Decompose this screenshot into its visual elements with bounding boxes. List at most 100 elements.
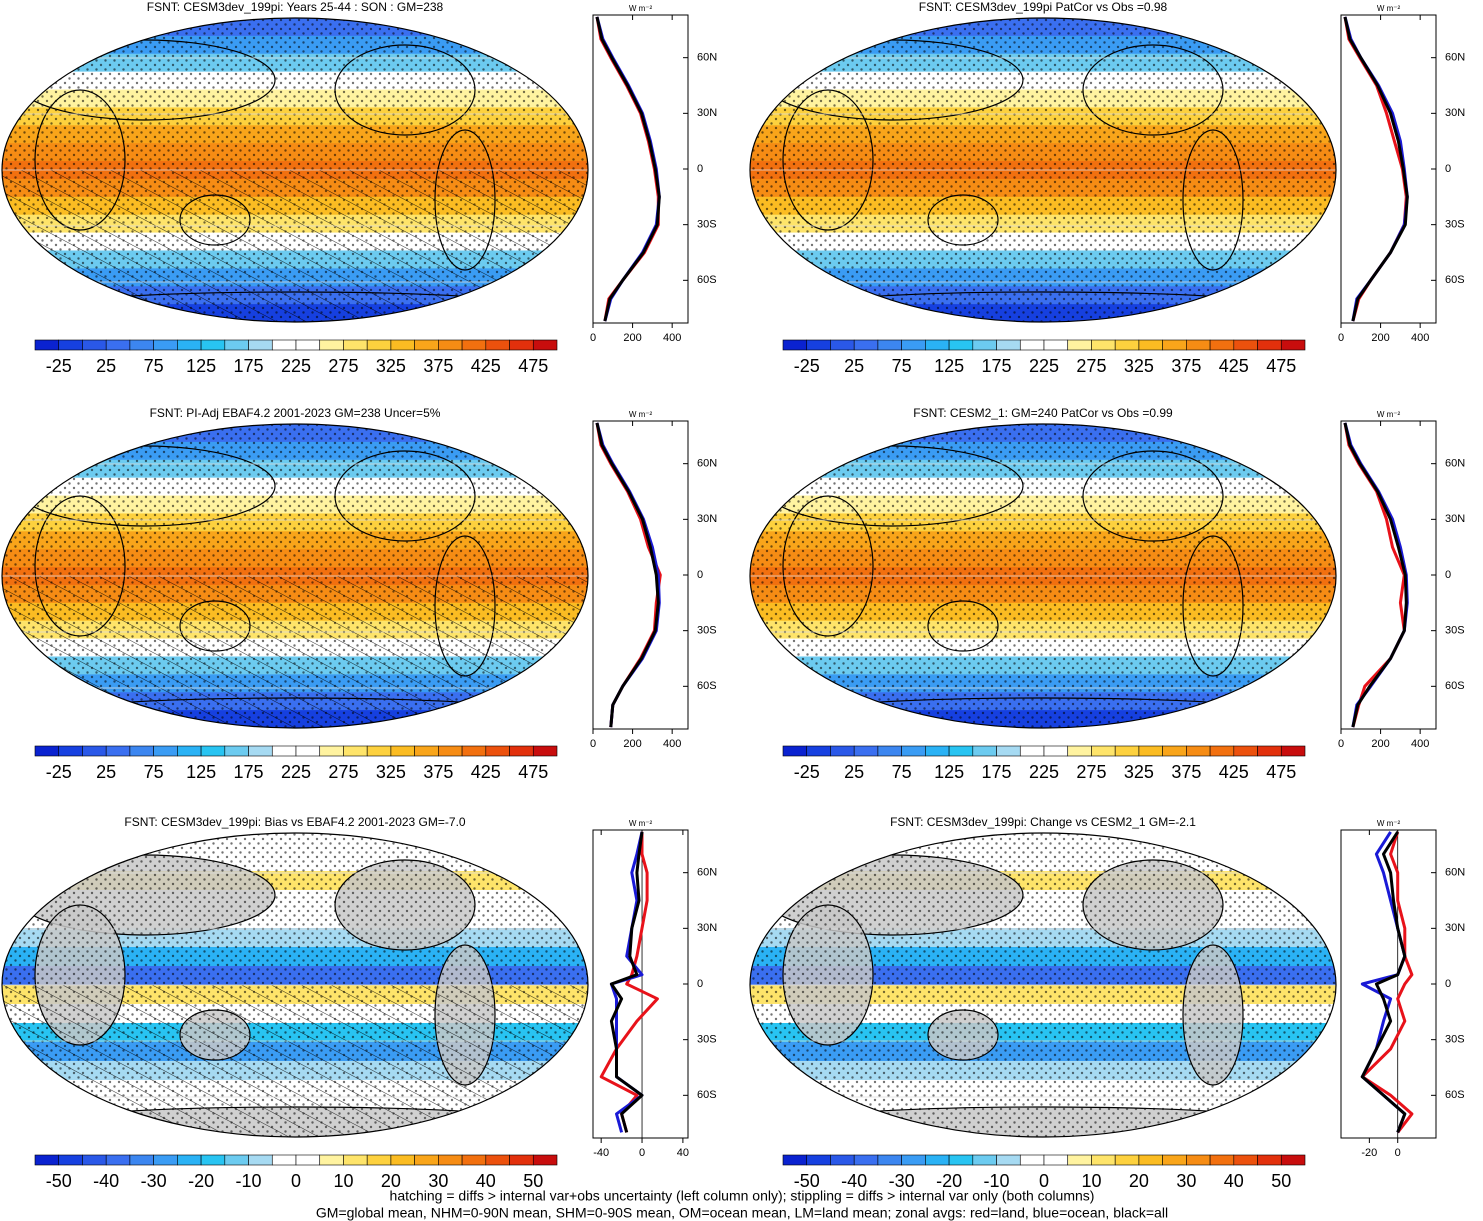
colorbar-box xyxy=(1043,339,1069,351)
colorbar-box xyxy=(1067,745,1092,757)
colorbar-box xyxy=(1162,745,1187,757)
colorbar-label: 20 xyxy=(1129,1171,1149,1191)
colorbar-box xyxy=(271,339,297,351)
y-tick-label: 60N xyxy=(1445,52,1465,64)
colorbar-box xyxy=(948,339,974,351)
colorbar-box xyxy=(319,745,344,757)
colorbar-label: -20 xyxy=(188,1171,214,1191)
colorbar-label: 375 xyxy=(423,762,453,782)
colorbar-box xyxy=(901,339,926,351)
colorbar-box xyxy=(438,339,463,351)
colorbar-box xyxy=(877,1154,902,1166)
y-tick-label: 30N xyxy=(697,513,717,525)
colorbar-box xyxy=(1019,745,1045,757)
x-tick-label: 40 xyxy=(677,1147,689,1159)
colorbar-box xyxy=(58,745,83,757)
colorbar-box xyxy=(1209,745,1235,757)
colorbar-label: 325 xyxy=(1124,762,1154,782)
y-tick-label: 0 xyxy=(1445,569,1451,581)
colorbar-label: 50 xyxy=(523,1171,543,1191)
colorbar-box xyxy=(509,745,534,757)
colorbar-box xyxy=(1233,745,1258,757)
zonal-line xyxy=(595,422,661,728)
footer-line: GM=global mean, NHM=0-90N mean, SHM=0-90… xyxy=(316,1205,1168,1221)
colorbar-label: 40 xyxy=(1224,1171,1244,1191)
colorbar-box xyxy=(782,339,808,351)
colorbar-label: 125 xyxy=(934,762,964,782)
colorbar-box xyxy=(34,1154,60,1166)
zonal-line xyxy=(595,16,661,322)
y-tick-label: 60S xyxy=(697,1089,717,1101)
x-tick-label: 400 xyxy=(1411,738,1429,750)
colorbar-box xyxy=(461,1154,487,1166)
panel-title: FSNT: CESM3dev_199pi: Change vs CESM2_1 … xyxy=(890,815,1196,829)
colorbar-box xyxy=(532,339,558,351)
colorbar-box xyxy=(877,339,902,351)
colorbar-box xyxy=(925,339,950,351)
profile-units: W m⁻² xyxy=(629,410,653,419)
profile-units: W m⁻² xyxy=(629,819,653,828)
colorbar-box xyxy=(153,339,178,351)
colorbar-box xyxy=(271,1154,297,1166)
map xyxy=(2,424,588,728)
colorbar-box xyxy=(58,1154,83,1166)
x-tick-label: 0 xyxy=(1338,332,1344,344)
colorbar-box xyxy=(972,1154,997,1166)
colorbar-box xyxy=(782,1154,808,1166)
x-tick-label: 0 xyxy=(590,332,596,344)
colorbar-box xyxy=(1209,1154,1235,1166)
colorbar-box xyxy=(129,745,154,757)
colorbar-box xyxy=(438,745,463,757)
y-tick-label: 30S xyxy=(1445,1034,1465,1046)
colorbar-box xyxy=(996,1154,1021,1166)
colorbar-label: 40 xyxy=(476,1171,496,1191)
x-tick-label: 400 xyxy=(663,332,681,344)
colorbar-box xyxy=(129,1154,154,1166)
colorbar-box xyxy=(343,339,368,351)
colorbar-box xyxy=(1280,1154,1306,1166)
map-border xyxy=(1,17,589,323)
colorbar-box xyxy=(485,745,510,757)
colorbar-box xyxy=(830,745,855,757)
y-tick-label: 60S xyxy=(1445,1089,1465,1101)
y-tick-label: 30N xyxy=(697,922,717,934)
colorbar-label: 75 xyxy=(144,762,164,782)
colorbar-box xyxy=(485,1154,510,1166)
colorbar-box xyxy=(271,745,297,757)
colorbar-box xyxy=(390,1154,415,1166)
colorbar-box xyxy=(1138,339,1163,351)
colorbar-label: 225 xyxy=(281,356,311,376)
profile-units: W m⁻² xyxy=(1377,410,1401,419)
map xyxy=(750,18,1336,322)
colorbar-box xyxy=(1091,745,1116,757)
colorbar-box xyxy=(1114,339,1140,351)
colorbar-box xyxy=(1043,1154,1069,1166)
y-tick-label: 60S xyxy=(697,680,717,692)
hatching xyxy=(2,576,588,728)
y-tick-label: 0 xyxy=(697,978,703,990)
colorbar-label: 125 xyxy=(186,356,216,376)
x-tick-label: 0 xyxy=(1338,738,1344,750)
colorbar-box xyxy=(1280,339,1306,351)
colorbar-label: 75 xyxy=(892,356,912,376)
y-tick-label: 30S xyxy=(1445,625,1465,637)
colorbar-box xyxy=(414,745,439,757)
colorbar-box xyxy=(34,339,60,351)
colorbar-box xyxy=(532,745,558,757)
colorbar-box xyxy=(782,745,808,757)
colorbar-box xyxy=(153,1154,178,1166)
colorbar-box xyxy=(1233,339,1258,351)
colorbar-box xyxy=(1186,745,1211,757)
panel-title: FSNT: CESM3dev_199pi: Bias vs EBAF4.2 20… xyxy=(124,815,465,829)
x-tick-label: 200 xyxy=(1371,332,1389,344)
colorbar-label: 275 xyxy=(1076,762,1106,782)
y-tick-label: 60S xyxy=(1445,274,1465,286)
colorbar-box xyxy=(996,745,1021,757)
y-tick-label: 0 xyxy=(697,163,703,175)
colorbar-label: 0 xyxy=(291,1171,301,1191)
colorbar-label: 10 xyxy=(333,1171,353,1191)
colorbar-box xyxy=(948,1154,974,1166)
colorbar-box xyxy=(996,339,1021,351)
colorbar-box xyxy=(153,745,178,757)
